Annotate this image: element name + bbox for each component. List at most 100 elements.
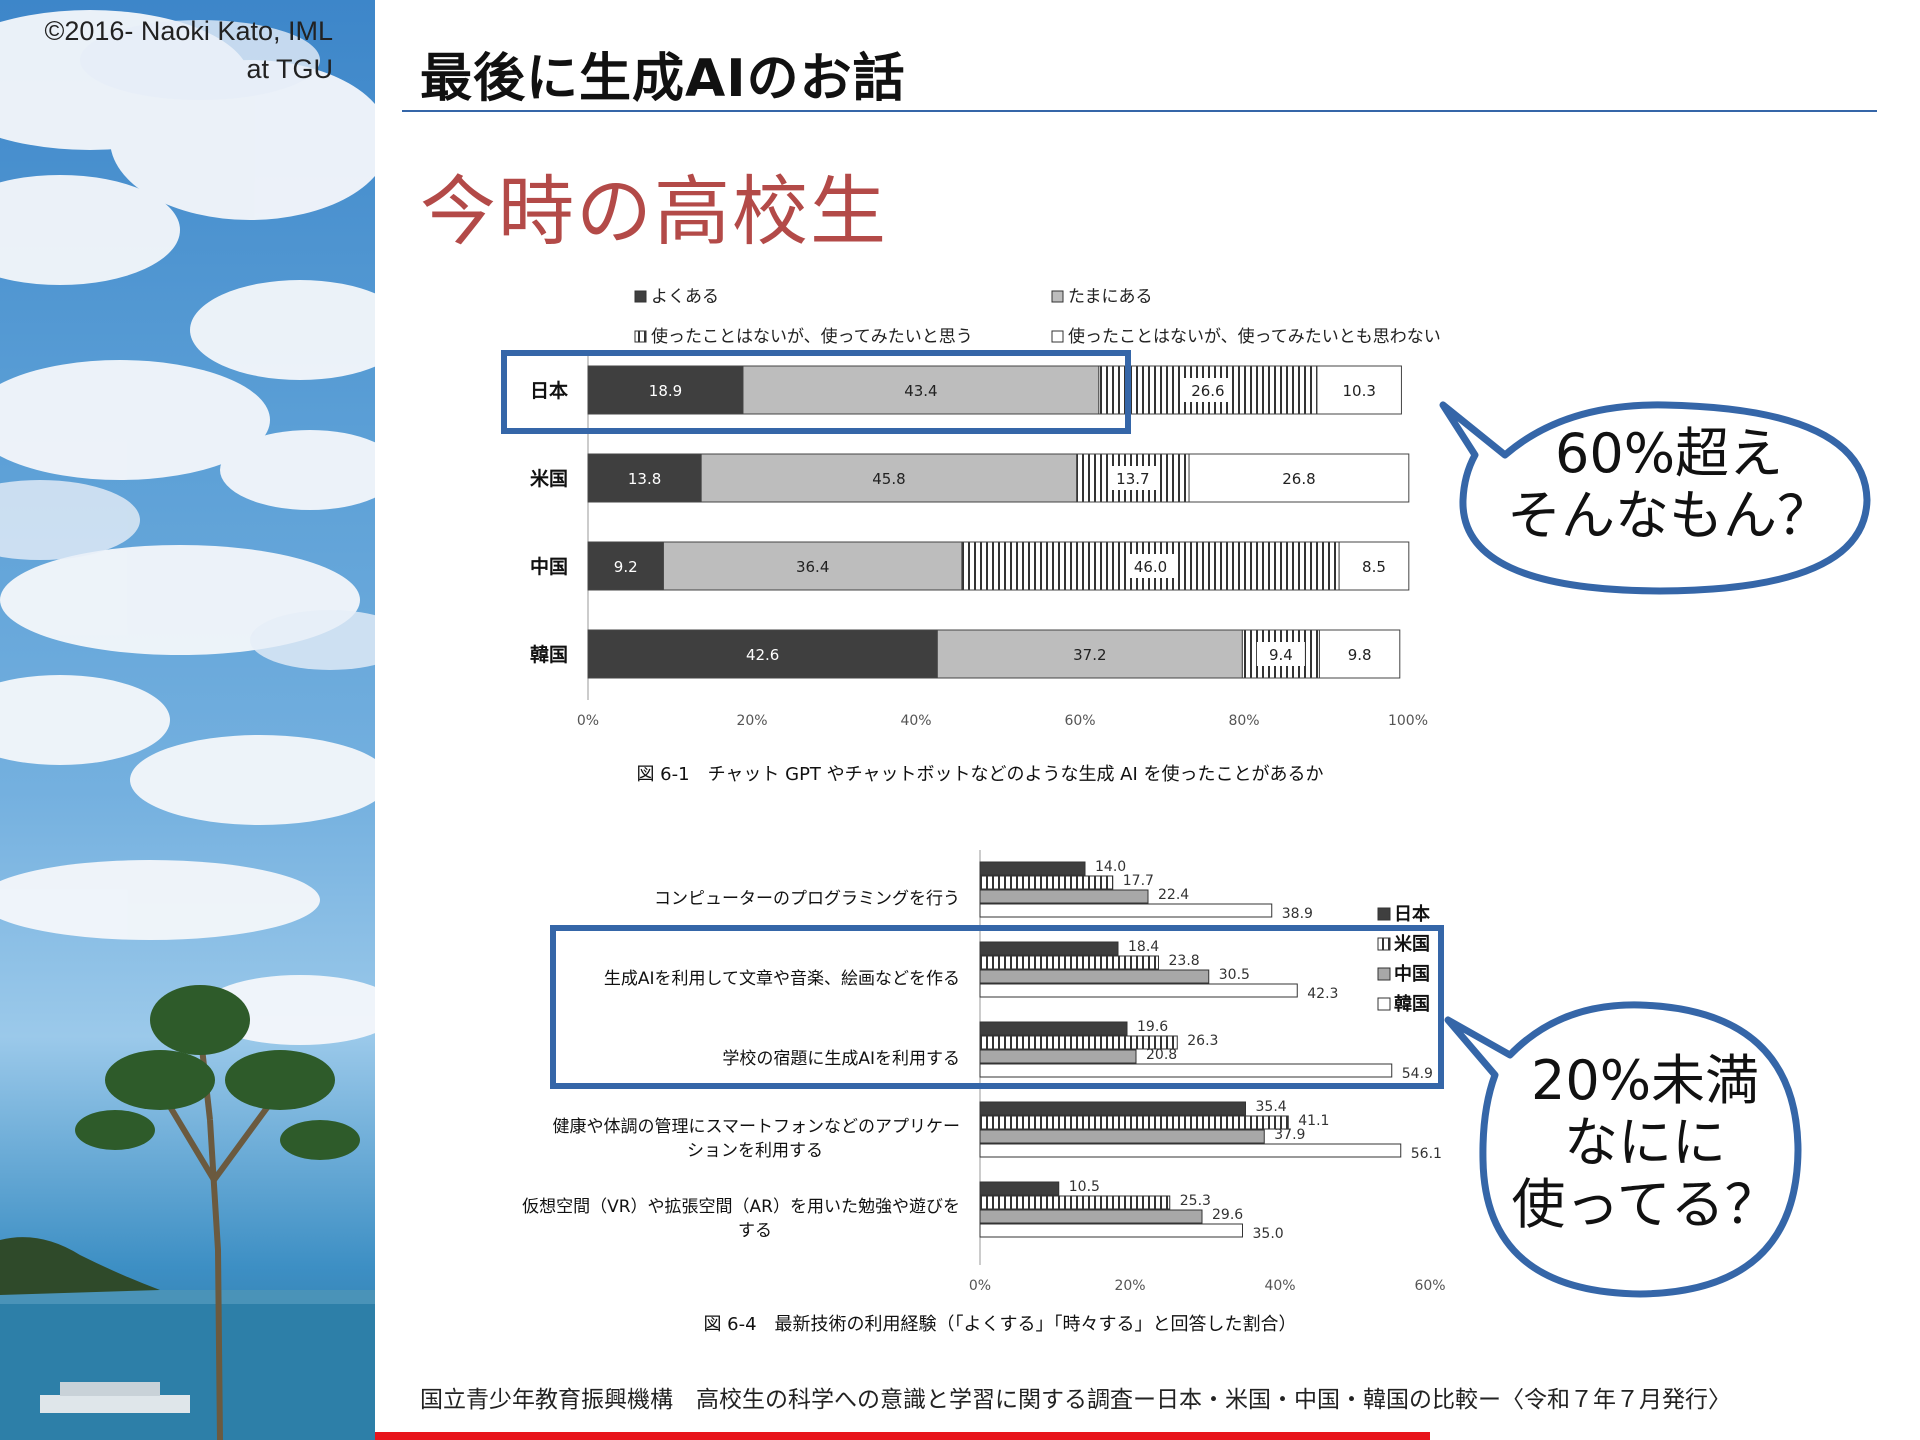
data-label: 26.8 <box>1282 470 1315 488</box>
bar <box>979 1129 1265 1144</box>
callout-2-line-1: 20%未満 <box>1530 1049 1760 1112</box>
bar-segment <box>587 365 744 415</box>
legend-swatch <box>634 290 647 303</box>
x-tick-label: 0% <box>969 1278 991 1294</box>
x-tick-label: 0% <box>577 713 599 729</box>
data-label: 37.2 <box>1073 646 1106 664</box>
data-label: 35.0 <box>1253 1226 1284 1242</box>
bar <box>979 1101 1246 1116</box>
callout-2-line-2: なにに <box>1564 1111 1726 1174</box>
bar-segment <box>1098 365 1318 415</box>
source-citation: 国立青少年教育振興機構 高校生の科学への意識と学習に関する調査ー日本・米国・中国… <box>420 1387 1731 1413</box>
bar <box>979 941 1119 956</box>
bar-segment <box>1338 541 1410 591</box>
bar-segment <box>662 541 963 591</box>
legend-label: 使ったことはないが、使ってみたいと思う <box>651 326 973 347</box>
category-label: 仮想空間（VR）や拡張空間（AR）を用いた勉強や遊びを <box>522 1197 960 1217</box>
bar-segment <box>1318 629 1401 679</box>
sky-beach-photo <box>0 10 375 1440</box>
copyright-line1: ©2016- Naoki Kato, IML <box>44 16 333 46</box>
data-label: 54.9 <box>1402 1066 1433 1082</box>
data-label: 10.3 <box>1343 382 1376 400</box>
category-label: 学校の宿題に生成AIを利用する <box>722 1049 960 1069</box>
data-label: 14.0 <box>1095 859 1126 875</box>
data-label: 45.8 <box>872 470 905 488</box>
bar-segment <box>587 453 702 503</box>
bar <box>979 969 1210 984</box>
data-label: 13.8 <box>628 470 661 488</box>
callout-1-text: 60%超え そんなもん？ <box>1449 423 1889 547</box>
data-label: 9.4 <box>1269 646 1293 664</box>
category-label: 日本 <box>530 379 568 402</box>
data-label: 26.3 <box>1187 1033 1218 1049</box>
data-label-bg <box>1183 378 1232 402</box>
category-label: 生成AIを利用して文章や音楽、絵画などを作る <box>604 969 960 989</box>
legend-label: たまにある <box>1068 287 1153 307</box>
sidebar-photo: ©2016- Naoki Kato, IML at TGU <box>0 0 375 1440</box>
bar <box>979 1209 1203 1224</box>
data-label: 37.9 <box>1274 1127 1305 1143</box>
x-tick-label: 20% <box>736 713 767 729</box>
data-label: 42.6 <box>746 646 779 664</box>
data-label: 41.1 <box>1298 1113 1329 1129</box>
category-label: 中国 <box>530 555 568 578</box>
data-label: 38.9 <box>1282 906 1313 922</box>
data-label: 19.6 <box>1137 1019 1168 1035</box>
legend-label: よくある <box>651 287 719 307</box>
bar <box>979 1195 1171 1210</box>
chart-generative-ai-usage: よくある たまにある 使ったことはないが、使ってみたいと思う 使ったことはないが、使っ… <box>500 280 1460 800</box>
category-label: 健康や体調の管理にスマートフォンなどのアプリケー <box>553 1117 961 1137</box>
x-tick-label: 100% <box>1388 713 1428 729</box>
callout-2-text: 20%未満 なにに 使ってる？ <box>1460 1050 1830 1236</box>
data-label: 36.4 <box>796 558 829 576</box>
speech-bubble-shape <box>1439 401 1871 595</box>
bar-segment <box>1316 365 1402 415</box>
legend-swatch <box>1051 330 1064 343</box>
bar <box>979 903 1273 918</box>
bar-segment <box>587 541 664 591</box>
bar <box>979 1115 1289 1130</box>
data-label: 23.8 <box>1169 953 1200 969</box>
data-label: 26.6 <box>1191 382 1224 400</box>
data-label: 35.4 <box>1256 1099 1287 1115</box>
data-label: 30.5 <box>1219 967 1250 983</box>
category-label: コンピューターのプログラミングを行う <box>654 889 960 909</box>
copyright-notice: ©2016- Naoki Kato, IML at TGU <box>44 12 333 88</box>
category-label: ションを利用する <box>687 1141 823 1161</box>
speech-bubble-shape <box>1444 1001 1802 1298</box>
data-label: 25.3 <box>1180 1193 1211 1209</box>
legend-swatch <box>1377 967 1391 981</box>
speech-bubble-callout-1: 60%超え そんなもん？ <box>1435 395 1875 595</box>
bar <box>979 861 1086 876</box>
data-label: 22.4 <box>1158 887 1189 903</box>
data-label-bg <box>1256 642 1305 666</box>
category-label: する <box>738 1221 772 1241</box>
slide-title: 最後に生成AIのお話 <box>420 49 906 109</box>
legend-swatch <box>634 330 647 343</box>
data-label: 13.7 <box>1116 470 1149 488</box>
bar <box>979 983 1298 998</box>
bar <box>979 1143 1402 1158</box>
legend-swatch <box>1051 290 1064 303</box>
callout-1-line-2: そんなもん？ <box>1507 484 1831 547</box>
data-label-bg <box>1126 554 1175 578</box>
x-tick-label: 60% <box>1064 713 1095 729</box>
legend-label: 日本 <box>1394 903 1430 925</box>
bar <box>979 1049 1137 1064</box>
data-label: 17.7 <box>1123 873 1154 889</box>
bar <box>979 1021 1128 1036</box>
bar-segment <box>936 629 1243 679</box>
x-tick-label: 60% <box>1414 1278 1445 1294</box>
bar <box>979 955 1159 970</box>
callout-1-line-1: 60%超え <box>1554 422 1784 485</box>
callout-2-line-3: 使ってる？ <box>1511 1173 1779 1236</box>
data-label: 43.4 <box>904 382 937 400</box>
data-label: 29.6 <box>1212 1207 1243 1223</box>
x-tick-label: 40% <box>1264 1278 1295 1294</box>
data-label: 10.5 <box>1069 1179 1100 1195</box>
highlight-box <box>501 350 1131 434</box>
x-tick-label: 40% <box>900 713 931 729</box>
bottom-accent-bar <box>375 1432 1430 1440</box>
speech-bubble-callout-2: 20%未満 なにに 使ってる？ <box>1440 1000 1810 1300</box>
